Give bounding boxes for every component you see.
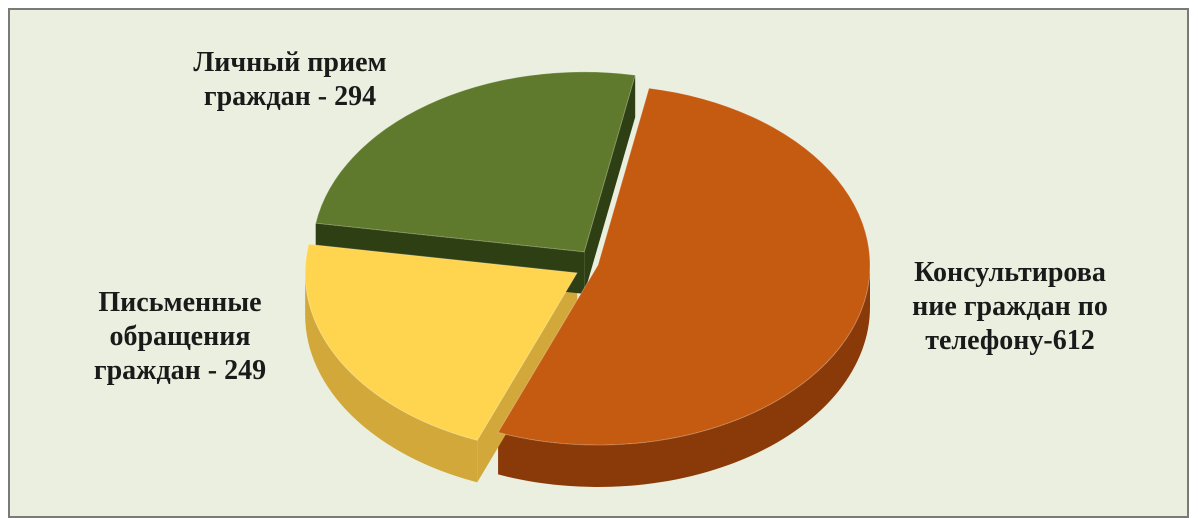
- slice-written-appeals: [304, 243, 578, 441]
- slice-phone-consultation: [497, 87, 871, 446]
- slice-side-phone-consultation: [498, 265, 870, 487]
- slice-personal-reception: [315, 71, 636, 253]
- chart-frame: Личный прием граждан - 294 Консультирова…: [8, 8, 1189, 518]
- slice-cut-wall-personal-reception-1: [584, 75, 636, 294]
- slice-label-personal-reception: Личный прием граждан - 294: [193, 47, 387, 112]
- pie-chart: [304, 71, 871, 487]
- slice-label-written-appeals: Письменные обращения граждан - 249: [93, 287, 267, 386]
- pie-top-faces: [304, 71, 871, 446]
- slice-label-phone-consultation: Консультирова ние граждан по телефону-61…: [912, 257, 1108, 356]
- slice-side-written-appeals: [305, 272, 478, 483]
